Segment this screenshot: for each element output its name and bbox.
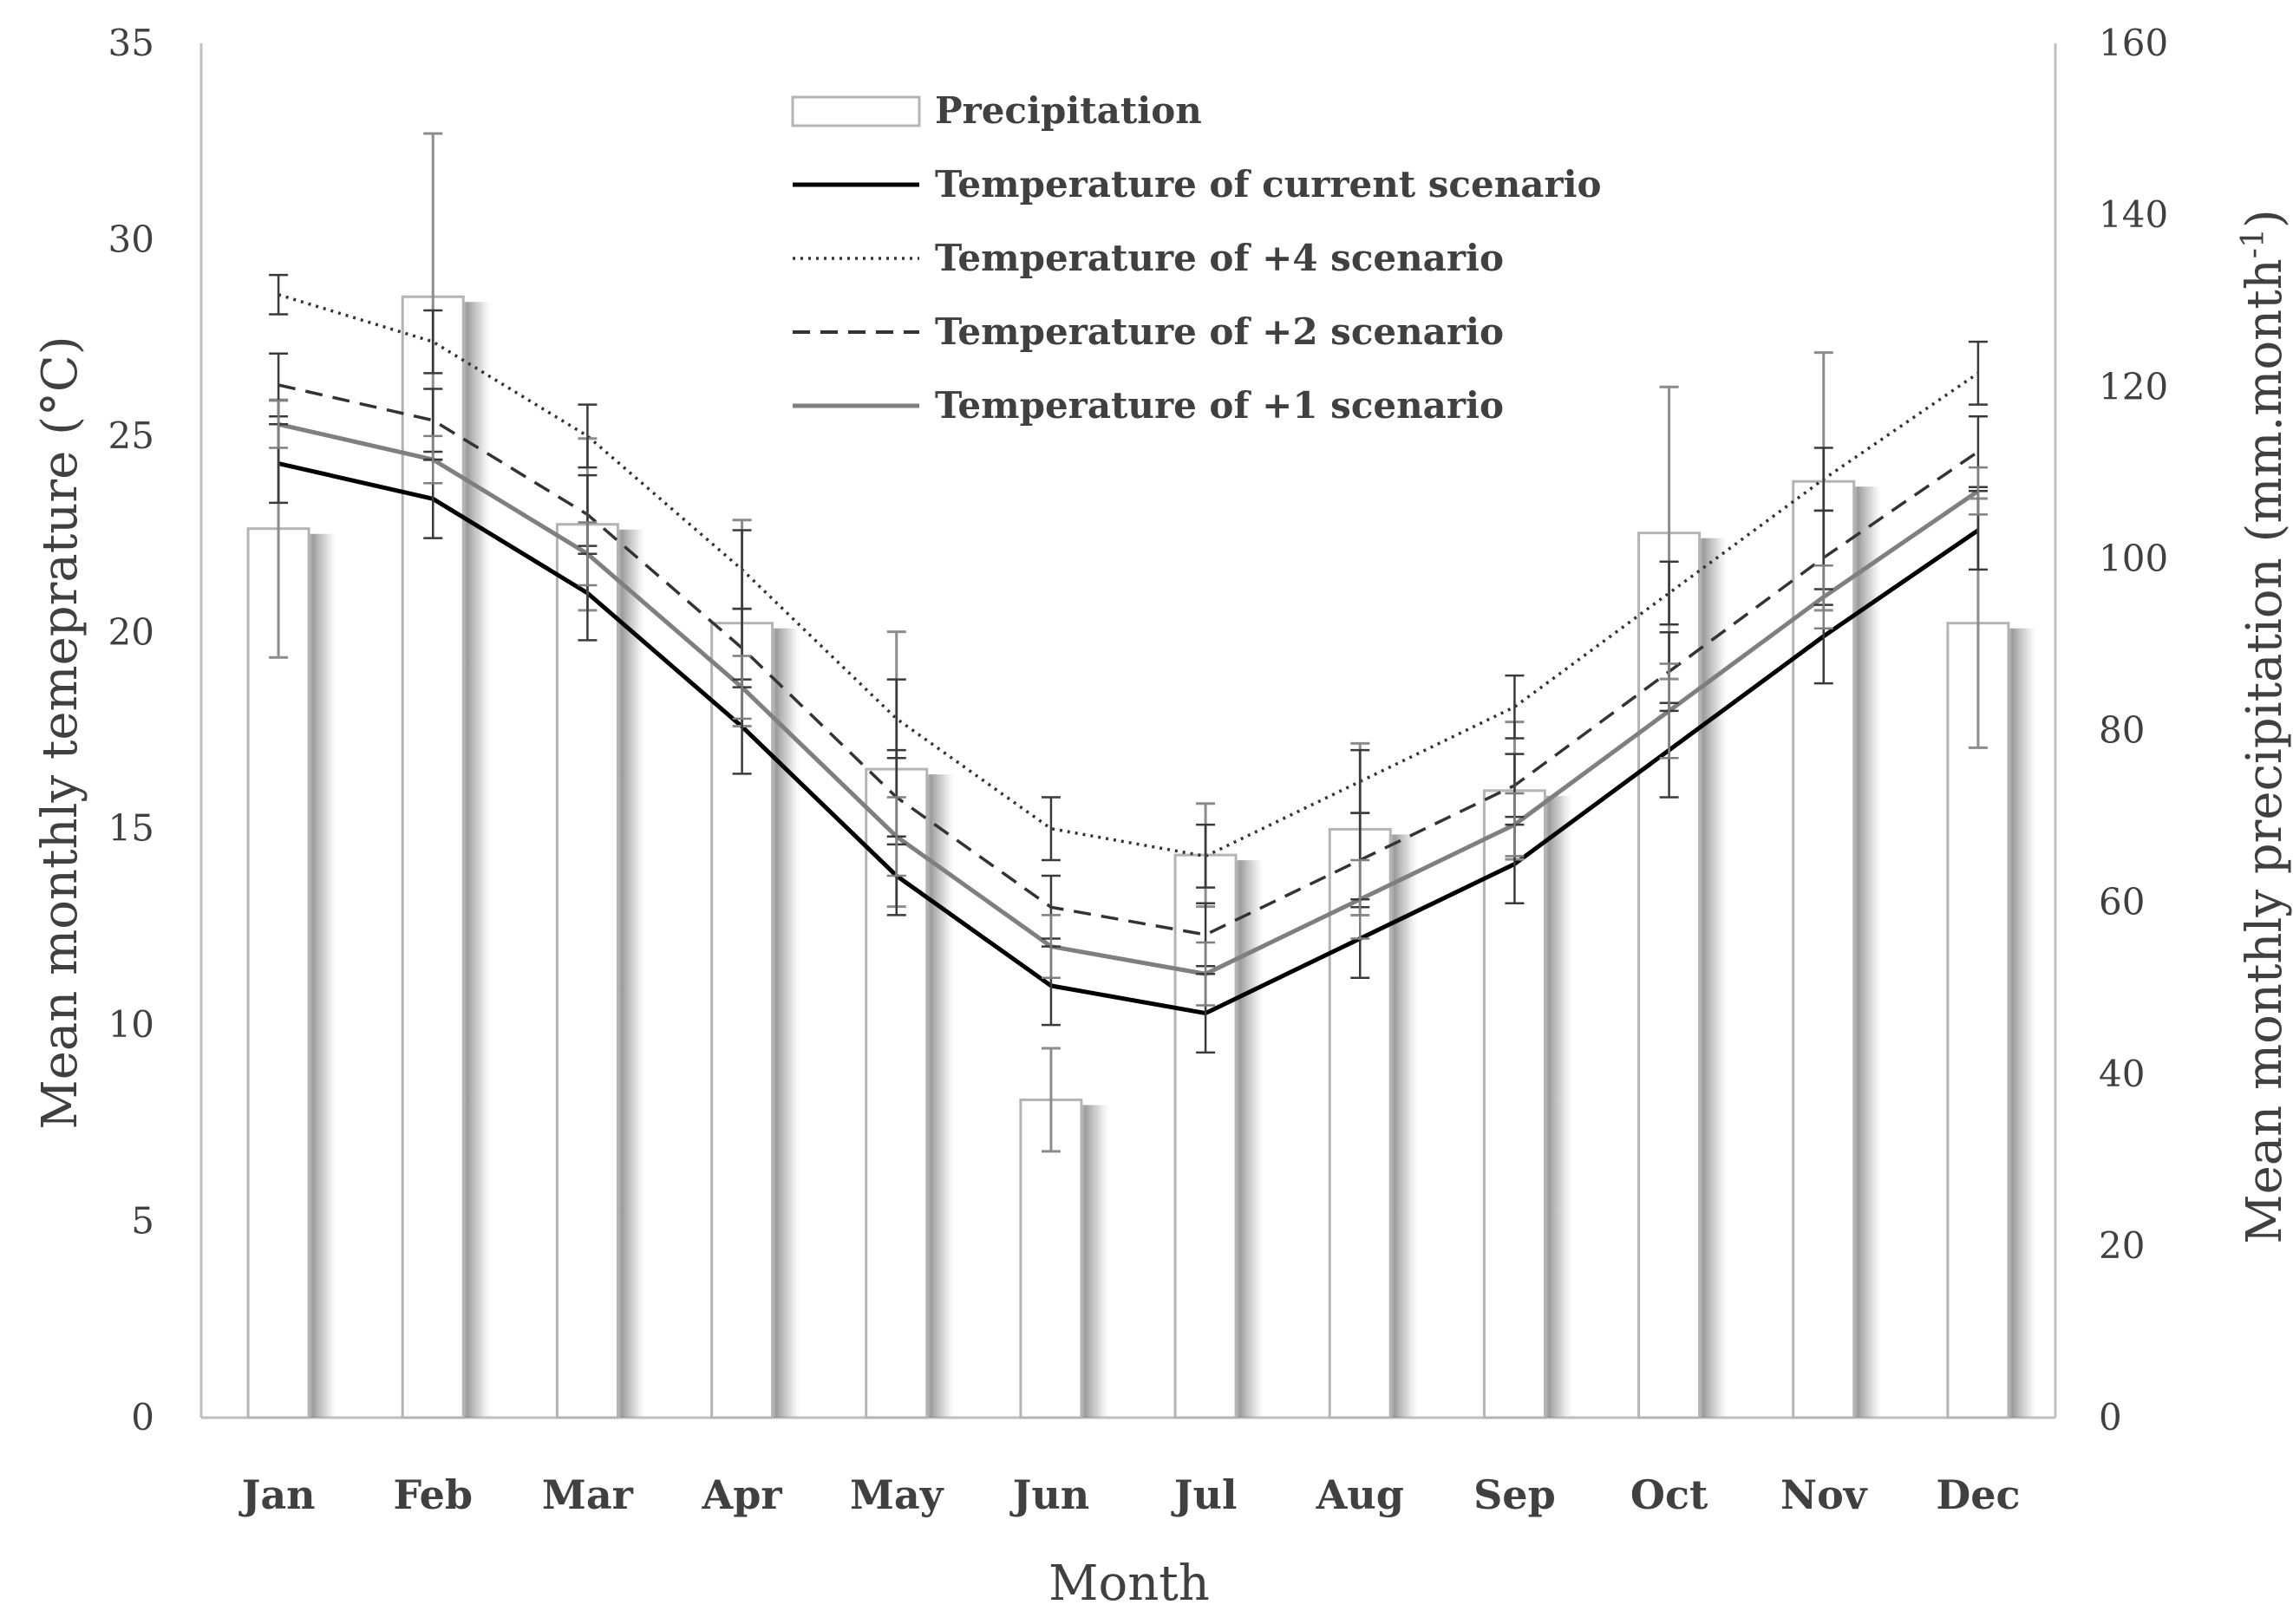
x-category-label: Jun [1009, 1471, 1090, 1518]
y-right-tick-label: 120 [2099, 365, 2168, 408]
y-axis-right-title: Mean monthly precipitation (mm.month-1) [2236, 209, 2293, 1243]
y-left-tick-label: 25 [108, 414, 154, 457]
y-right-tick-label: 20 [2099, 1224, 2145, 1267]
precipitation-bar [555, 523, 619, 1419]
x-axis-title: Month [1049, 1556, 1210, 1612]
y-axis-right-title-close: ) [2237, 209, 2293, 228]
tick-labels: 0 5 10 15 20 25 30 35 0 20 40 60 80 100 120 140 160 Jan Fe… [108, 22, 2169, 1518]
precipitation-bar [1946, 622, 2010, 1419]
x-category-label: Aug [1316, 1471, 1404, 1518]
x-category-label: Apr [702, 1471, 783, 1518]
x-category-label: Nov [1780, 1471, 1868, 1518]
x-category-label: Oct [1630, 1471, 1708, 1518]
y-right-tick-label: 0 [2099, 1396, 2122, 1438]
legend-current-label: Temperature of current scenario [935, 163, 1602, 205]
y-axis-right-title-sup: -1 [2236, 228, 2271, 258]
precipitation-bars [246, 295, 2010, 1419]
y-left-tick-label: 20 [108, 610, 154, 653]
x-category-label: Feb [393, 1471, 473, 1518]
legend-plus2-label: Temperature of +2 scenario [935, 310, 1504, 353]
y-right-tick-label: 160 [2099, 22, 2168, 64]
x-category-label: Jan [238, 1471, 316, 1518]
y-left-tick-label: 35 [108, 22, 154, 64]
x-category-label: Mar [542, 1471, 634, 1518]
y-axis-left-title: Mean monthly temeprature (°C) [32, 336, 88, 1129]
temperature-lines [278, 293, 1980, 1016]
y-right-tick-label: 60 [2099, 881, 2145, 923]
temperature-line-plus1 [278, 421, 1980, 976]
legend-plus1-label: Temperature of +1 scenario [935, 384, 1504, 427]
y-right-tick-label: 80 [2099, 709, 2145, 752]
x-category-label: May [850, 1471, 944, 1518]
y-right-tick-label: 100 [2099, 537, 2168, 579]
x-category-label: Dec [1936, 1471, 2020, 1518]
legend-plus4-label: Temperature of +4 scenario [935, 237, 1504, 279]
legend-precipitation-swatch [791, 95, 921, 127]
precipitation-bar [1637, 532, 1702, 1419]
y-left-tick-label: 30 [108, 218, 154, 260]
x-category-label: Sep [1473, 1471, 1556, 1518]
y-left-tick-label: 10 [108, 1003, 154, 1046]
axes [199, 43, 2057, 1419]
y-left-tick-label: 0 [131, 1396, 154, 1438]
precipitation-bar [246, 527, 310, 1419]
temperature-line-plus2 [278, 383, 1979, 936]
y-left-tick-label: 5 [131, 1200, 154, 1242]
legend-precipitation-label: Precipitation [935, 89, 1202, 132]
legend: Precipitation Temperature of current sce… [791, 89, 1602, 427]
x-category-label: Jul [1171, 1471, 1238, 1518]
temperature-line-current [278, 461, 1980, 1016]
y-axis-right-title-main: Mean monthly precipitation (mm.month [2237, 258, 2293, 1244]
y-right-tick-label: 40 [2099, 1053, 2145, 1095]
precipitation-bar [1019, 1098, 1083, 1419]
y-left-tick-label: 15 [108, 807, 154, 850]
temperature-line-plus4 [278, 293, 1979, 858]
error-bars [269, 132, 1988, 1153]
y-right-tick-label: 140 [2099, 193, 2168, 236]
